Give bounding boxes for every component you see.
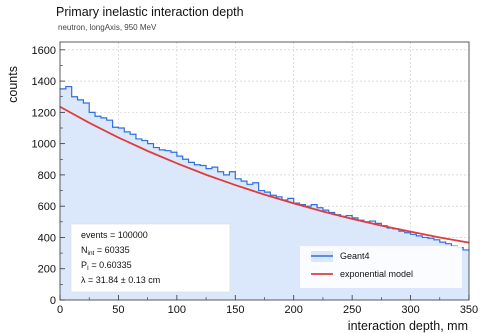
histogram-series-geant4 — [60, 85, 469, 251]
stat-events: events = 100000 — [81, 230, 148, 240]
stats-box-background — [70, 223, 231, 293]
x-tick-label: 300 — [401, 304, 419, 316]
chart-subtitle: neutron, longAxis, 950 MeV — [58, 23, 157, 32]
x-tick-label: 350 — [460, 304, 478, 316]
x-tick-label: 100 — [168, 304, 186, 316]
x-tick-label: 200 — [285, 304, 303, 316]
legend-label-model: exponential model — [340, 269, 413, 279]
line-series-exponential-model — [59, 105, 470, 244]
tick-layer: 0 50 100 150 200 250 300 350 0 200 400 600 800 1000 12… — [32, 45, 479, 316]
x-tick-label: 0 — [57, 304, 63, 316]
x-tick-label: 50 — [112, 304, 124, 316]
stats-box: events = 100000 Nint = 60335 PI = 0.6033… — [70, 223, 231, 293]
x-tick-label: 250 — [343, 304, 361, 316]
y-tick-label: 400 — [38, 232, 56, 244]
y-tick-label: 1600 — [32, 45, 56, 57]
y-tick-label: 1400 — [32, 76, 56, 88]
x-tick-label: 150 — [226, 304, 244, 316]
legend: Geant4 exponential model — [300, 246, 462, 288]
y-tick-label: 800 — [38, 170, 56, 182]
y-tick-label: 200 — [38, 264, 56, 276]
legend-label-geant4: Geant4 — [340, 251, 370, 261]
y-axis-label: counts — [6, 66, 20, 103]
y-tick-label: 0 — [50, 295, 56, 307]
x-axis-label: interaction depth, mm — [348, 319, 468, 333]
stat-p-i: PI = 0.60335 — [81, 260, 132, 272]
stat-lambda: λ = 31.84 ± 0.13 cm — [81, 275, 160, 285]
y-tick-label: 600 — [38, 201, 56, 213]
chart-title: Primary inelastic interaction depth — [56, 5, 244, 19]
y-tick-label: 1000 — [32, 139, 56, 151]
y-tick-label: 1200 — [32, 107, 56, 119]
